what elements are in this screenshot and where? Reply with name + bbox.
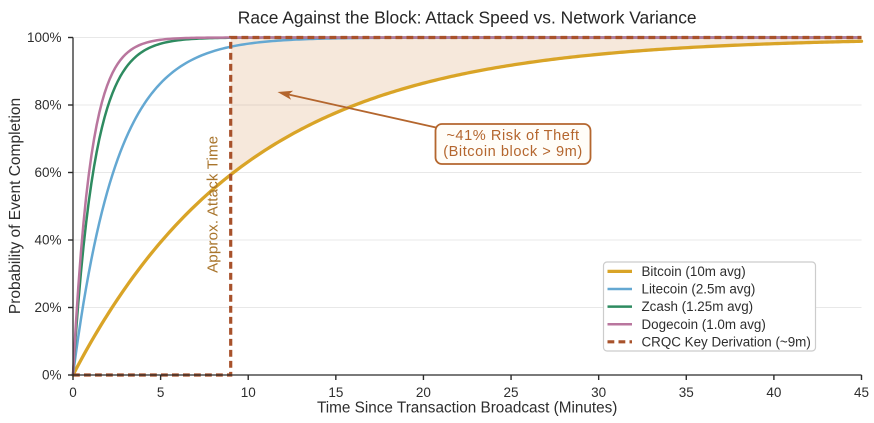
svg-text:20: 20 — [416, 385, 431, 400]
svg-text:10: 10 — [241, 385, 256, 400]
svg-text:40: 40 — [766, 385, 781, 400]
svg-text:100%: 100% — [27, 30, 62, 45]
svg-text:~41% Risk of Theft: ~41% Risk of Theft — [446, 128, 579, 144]
svg-text:Dogecoin (1.0m avg): Dogecoin (1.0m avg) — [642, 317, 766, 332]
svg-text:(Bitcoin block > 9m): (Bitcoin block > 9m) — [443, 144, 583, 160]
svg-text:40%: 40% — [34, 233, 61, 248]
svg-text:30: 30 — [591, 385, 606, 400]
svg-text:35: 35 — [679, 385, 694, 400]
svg-text:Probability of Event Completio: Probability of Event Completion — [7, 98, 24, 314]
svg-text:0%: 0% — [42, 368, 62, 383]
svg-text:60%: 60% — [34, 165, 61, 180]
svg-text:Zcash (1.25m avg): Zcash (1.25m avg) — [642, 299, 754, 314]
svg-text:Race Against the Block: Attack: Race Against the Block: Attack Speed vs.… — [238, 8, 697, 28]
svg-text:Time Since Transaction Broadca: Time Since Transaction Broadcast (Minute… — [317, 400, 617, 417]
svg-text:20%: 20% — [34, 300, 61, 315]
svg-text:25: 25 — [504, 385, 519, 400]
svg-text:45: 45 — [854, 385, 869, 400]
svg-text:0: 0 — [69, 385, 77, 400]
svg-text:Approx. Attack Time: Approx. Attack Time — [205, 136, 222, 273]
svg-text:CRQC Key Derivation (~9m): CRQC Key Derivation (~9m) — [642, 334, 811, 349]
svg-text:Litecoin (2.5m avg): Litecoin (2.5m avg) — [642, 282, 756, 297]
svg-text:80%: 80% — [34, 98, 61, 113]
svg-text:15: 15 — [328, 385, 343, 400]
svg-text:5: 5 — [157, 385, 165, 400]
svg-text:Bitcoin (10m avg): Bitcoin (10m avg) — [642, 264, 746, 279]
